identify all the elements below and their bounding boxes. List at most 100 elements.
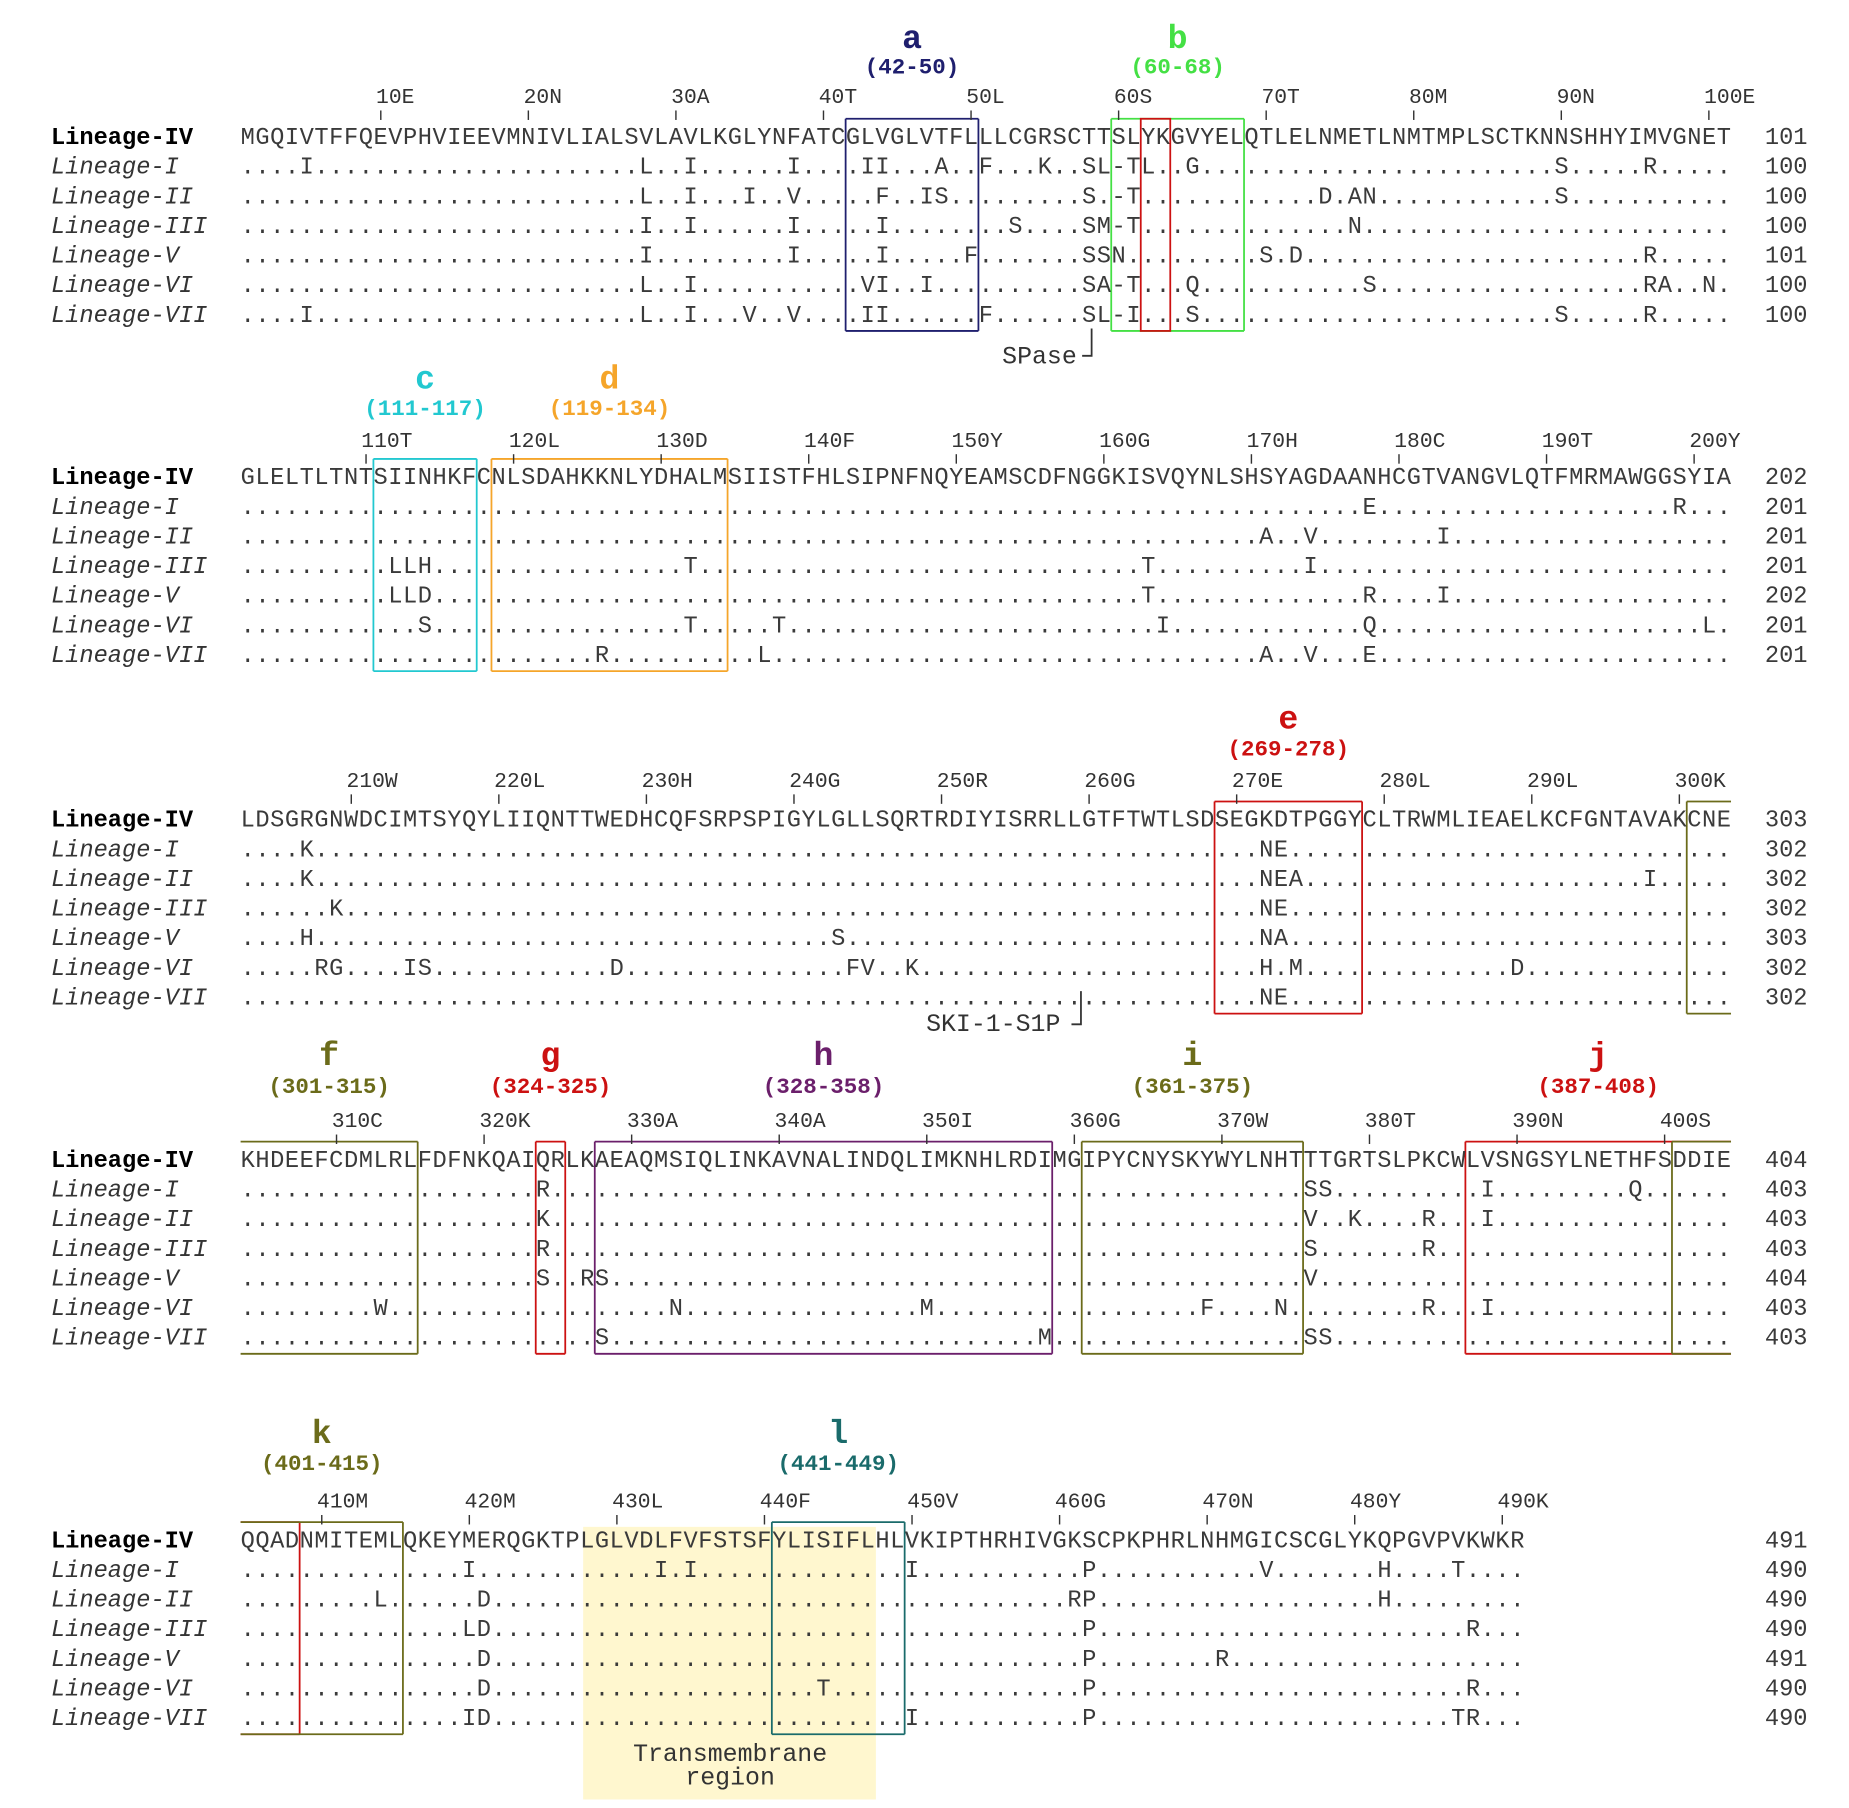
tick-label: 300K (1675, 770, 1726, 794)
lineage-name: Lineage-V (51, 244, 181, 271)
region-range: (119-134) (549, 396, 671, 422)
region-letter: i (1182, 1037, 1202, 1075)
lineage-name: Lineage-VI (51, 273, 193, 300)
end-position: 490 (1765, 1676, 1808, 1703)
end-position: 100 (1765, 184, 1808, 211)
region-box (1080, 1140, 1304, 1355)
end-position: 403 (1765, 1326, 1808, 1353)
end-position: 491 (1765, 1528, 1808, 1555)
region-letter: c (415, 360, 435, 398)
tick-label: 290L (1527, 770, 1578, 794)
end-position: 302 (1765, 985, 1808, 1012)
region-range: (401-415) (261, 1451, 383, 1477)
tick-label: 140F (804, 430, 855, 454)
region-box (844, 117, 980, 332)
tick-label: 380T (1365, 1110, 1416, 1134)
sequence: ..........LLH.................T.........… (241, 554, 1731, 581)
tick-label: 270E (1232, 770, 1283, 794)
sequence: ....................S..RS...............… (241, 1266, 1731, 1293)
sequence: .........L......D.......................… (241, 1588, 1525, 1615)
sequence: GLELTLTNTSIINHKFCNLSDAHKKNLYDHALMSIISTFH… (241, 465, 1732, 492)
tick-label: 230H (642, 770, 693, 794)
end-position: 490 (1765, 1617, 1808, 1644)
sequence: ...........................I..I......I..… (241, 214, 1731, 241)
end-position: 404 (1765, 1148, 1808, 1175)
tick-label: 150Y (952, 430, 1003, 454)
end-position: 201 (1765, 554, 1808, 581)
region-letter: d (600, 360, 620, 398)
sequence: ....K...................................… (241, 837, 1731, 864)
region-box (770, 1521, 906, 1736)
tick-label: 390N (1512, 1110, 1563, 1134)
tick-label: 20N (524, 86, 562, 110)
sequence: ....................R...................… (241, 1178, 1731, 1205)
lineage-name: Lineage-II (51, 1207, 193, 1234)
tick-label: 460G (1055, 1491, 1106, 1515)
lineage-name: Lineage-VII (51, 303, 207, 330)
end-position: 101 (1765, 125, 1808, 152)
lineage-name: Lineage-I (51, 155, 179, 182)
tick-label: 490K (1498, 1491, 1549, 1515)
region-range: (361-375) (1132, 1074, 1254, 1100)
end-position: 202 (1765, 465, 1808, 492)
tick-label: 110T (361, 430, 412, 454)
tick-label: 400S (1660, 1110, 1711, 1134)
sequence: KHDEEFCDMLRLFDFNKQAIQRLKAEAQMSIQLINKAVNA… (241, 1148, 1731, 1175)
tick-label: 180C (1394, 430, 1445, 454)
region-range: (111-117) (364, 396, 486, 422)
sequence: ........................................… (241, 495, 1731, 522)
sequence: .....RG....IS............D..............… (241, 956, 1731, 983)
lineage-name: Lineage-VI (51, 1296, 193, 1323)
region-box (1685, 800, 1732, 1015)
tick-label: 440F (760, 1491, 811, 1515)
tick-label: 50L (966, 86, 1004, 110)
end-position: 403 (1765, 1178, 1808, 1205)
end-position: 201 (1765, 524, 1808, 551)
end-position: 100 (1765, 303, 1808, 330)
tick-label: 420M (465, 1491, 516, 1515)
sequence: ........................................… (241, 524, 1731, 551)
tick-label: 410M (317, 1491, 368, 1515)
tick-label: 470N (1202, 1491, 1253, 1515)
lineage-name: Lineage-III (51, 554, 207, 581)
lineage-name: Lineage-V (51, 1266, 181, 1293)
region-box (240, 1140, 419, 1355)
transmembrane-shade (583, 1526, 876, 1800)
sequence: ...........................I.........I..… (241, 244, 1731, 271)
end-position: 201 (1765, 643, 1808, 670)
tick-label: 130D (656, 430, 707, 454)
tick-label: 240G (789, 770, 840, 794)
region-letter: g (541, 1037, 561, 1075)
tick-label: 80M (1409, 86, 1447, 110)
end-position: 302 (1765, 897, 1808, 924)
end-position: 101 (1765, 244, 1808, 271)
lineage-name: Lineage-V (51, 584, 181, 611)
end-position: 303 (1765, 926, 1808, 953)
tick-label: 250R (937, 770, 988, 794)
lineage-name: Lineage-VI (51, 956, 193, 983)
sequence: QQADNMITEMLQKEYMERQGKTPLGLVDLFVFSTSFYLIS… (241, 1528, 1525, 1555)
sequence: ...........................L..I.........… (241, 273, 1731, 300)
sequence: ........................S...............… (241, 1326, 1731, 1353)
end-position: 490 (1765, 1558, 1808, 1585)
region-box (1110, 117, 1245, 332)
lineage-name: Lineage-IV (51, 1148, 194, 1175)
tick-label: 100E (1704, 86, 1755, 110)
lineage-name: Lineage-V (51, 926, 181, 953)
sequence: .........W...................N..........… (241, 1296, 1731, 1323)
region-box (372, 458, 478, 672)
region-box (534, 1140, 567, 1355)
sequence: ......K.................................… (241, 897, 1731, 924)
end-position: 201 (1765, 613, 1808, 640)
sequence: ....H...................................… (241, 926, 1731, 953)
tick-label: 90N (1557, 86, 1595, 110)
tick-label: 160G (1099, 430, 1150, 454)
region-range: (60-68) (1130, 55, 1225, 81)
region-letter: l (828, 1415, 848, 1453)
lineage-name: Lineage-III (51, 1237, 207, 1264)
tick-label: 210W (347, 770, 398, 794)
region-letter: h (814, 1037, 834, 1075)
region-range: (324-325) (490, 1074, 612, 1100)
cleavage-bracket (1071, 991, 1082, 1026)
tick-label: 360G (1070, 1110, 1121, 1134)
